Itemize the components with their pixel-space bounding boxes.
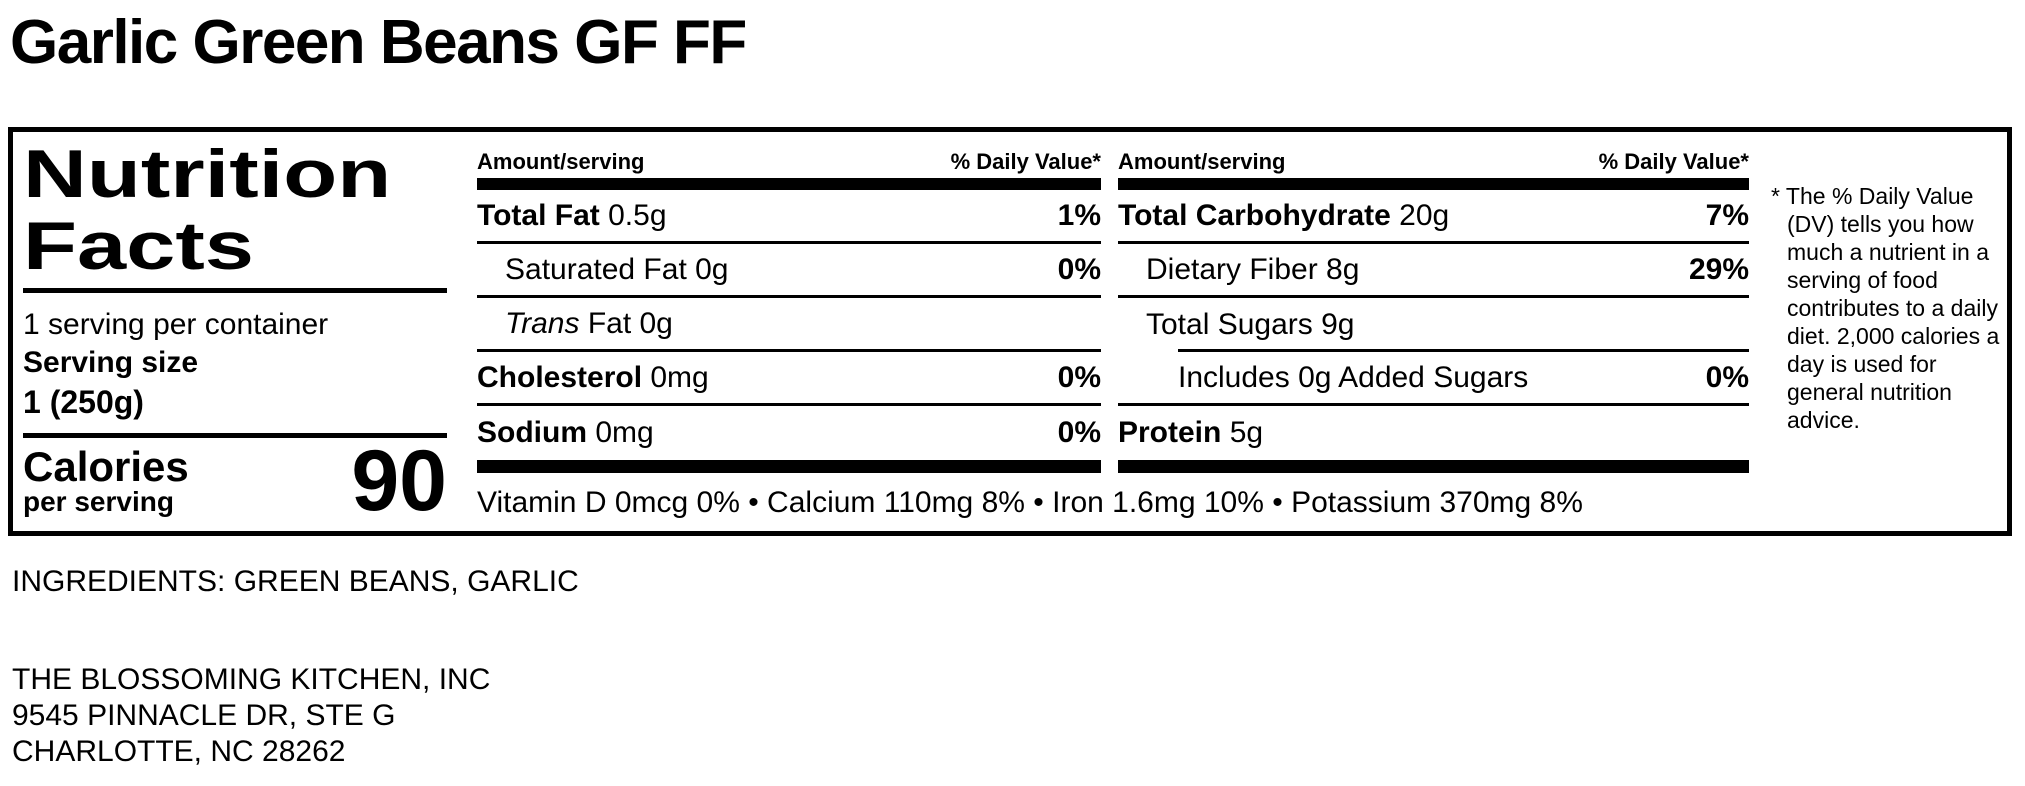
manufacturer-address1: 9545 PINNACLE DR, STE G <box>12 699 396 732</box>
column-header: Amount/serving % Daily Value* <box>477 146 1101 178</box>
row-trans-fat: Trans Fat 0g <box>477 298 1101 352</box>
daily-value-percent: 7% <box>1705 198 1749 232</box>
ingredients-line: INGREDIENTS: GREEN BEANS, GARLIC <box>12 565 579 598</box>
row-protein: Protein 5g <box>1118 416 1264 449</box>
daily-value-percent: 0% <box>1057 416 1101 449</box>
column-header: Amount/serving % Daily Value* <box>1118 146 1749 178</box>
manufacturer-address2: CHARLOTTE, NC 28262 <box>12 735 346 768</box>
row-total-carbohydrate: Total Carbohydrate 20g 7% <box>1118 190 1749 244</box>
nutrition-facts-heading: Nutrition Facts <box>23 138 574 282</box>
daily-value-percent: 0% <box>1057 360 1101 394</box>
heading-line1: Nutrition <box>23 136 392 212</box>
thick-divider <box>1118 460 1749 473</box>
thick-divider <box>1118 178 1749 190</box>
daily-value-percent: 29% <box>1688 252 1749 286</box>
row-saturated-fat: Saturated Fat 0g 0% <box>477 244 1101 298</box>
row-cholesterol: Cholesterol 0mg 0% <box>477 352 1101 406</box>
calories-value: 90 <box>351 433 447 529</box>
row-added-sugars: Includes 0g Added Sugars 0% <box>1118 352 1749 406</box>
micronutrients-line: Vitamin D 0mcg 0% • Calcium 110mg 8% • I… <box>477 486 1583 519</box>
calories-row: Calories per serving 90 <box>23 433 447 529</box>
indented-divider <box>1178 349 1749 352</box>
servings-per-container: 1 serving per container <box>23 308 329 341</box>
nutrient-column-right: Amount/serving % Daily Value* Total Carb… <box>1118 146 1749 473</box>
calories-label: Calories <box>23 443 189 490</box>
amount-per-serving-header: Amount/serving <box>1118 149 1286 174</box>
serving-size-value: 1 (250g) <box>23 384 144 420</box>
product-title: Garlic Green Beans GF FF <box>10 8 747 77</box>
row-dietary-fiber: Dietary Fiber 8g 29% <box>1118 244 1749 298</box>
daily-value-percent: 0% <box>1057 252 1101 286</box>
thick-divider <box>477 178 1101 190</box>
heading-line2: Facts <box>23 208 254 284</box>
nutrient-column-left: Amount/serving % Daily Value* Total Fat … <box>477 146 1101 473</box>
row-sodium: Sodium 0mg 0% <box>477 416 1101 449</box>
label-left-panel: Nutrition Facts 1 serving per container … <box>23 138 447 529</box>
nutrition-facts-label: Nutrition Facts 1 serving per container … <box>8 127 2012 536</box>
calories-labels: Calories per serving <box>23 445 189 516</box>
row-total-fat: Total Fat 0.5g 1% <box>477 190 1101 244</box>
daily-value-footnote: * The % Daily Value (DV) tells you how m… <box>1771 183 2000 433</box>
divider <box>23 288 447 293</box>
thick-divider <box>477 460 1101 473</box>
manufacturer-block: THE BLOSSOMING KITCHEN, INC 9545 PINNACL… <box>12 662 490 770</box>
calories-sublabel: per serving <box>23 486 174 517</box>
divider <box>23 433 447 438</box>
daily-value-header: % Daily Value* <box>950 149 1101 174</box>
manufacturer-name: THE BLOSSOMING KITCHEN, INC <box>12 663 491 696</box>
daily-value-percent: 1% <box>1057 198 1101 232</box>
daily-value-header: % Daily Value* <box>1598 149 1749 174</box>
amount-per-serving-header: Amount/serving <box>477 149 645 174</box>
daily-value-percent: 0% <box>1705 360 1749 394</box>
row-total-sugars: Total Sugars 9g <box>1146 308 1355 341</box>
serving-size-label: Serving size <box>23 346 199 379</box>
